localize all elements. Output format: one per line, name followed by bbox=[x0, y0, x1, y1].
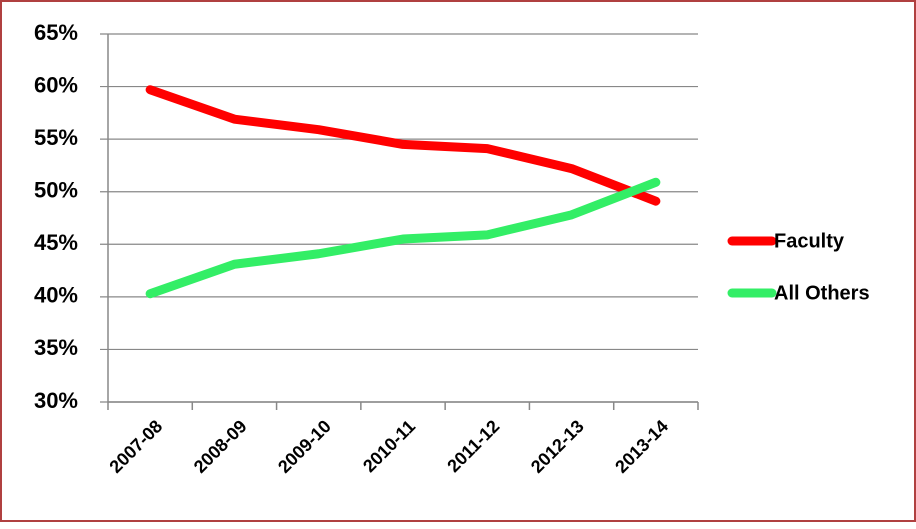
x-tick-label: 2008-09 bbox=[190, 416, 251, 477]
y-tick-label: 60% bbox=[34, 72, 78, 97]
y-tick-label: 40% bbox=[34, 283, 78, 308]
series-line bbox=[145, 85, 661, 206]
x-tick-label: 2009-10 bbox=[274, 416, 335, 477]
y-tick-label: 35% bbox=[34, 335, 78, 360]
x-tick-label: 2011-12 bbox=[443, 416, 503, 476]
legend-label: All Others bbox=[774, 282, 870, 304]
x-tick-label: 2010-11 bbox=[359, 416, 419, 476]
legend-label: Faculty bbox=[774, 230, 845, 252]
x-tick-label: 2007-08 bbox=[105, 416, 166, 477]
x-tick-label: 2013-14 bbox=[611, 416, 672, 477]
series-line bbox=[145, 177, 661, 299]
y-tick-label: 45% bbox=[34, 230, 78, 255]
y-tick-label: 50% bbox=[34, 178, 78, 203]
x-tick-label: 2012-13 bbox=[527, 416, 588, 477]
y-tick-label: 55% bbox=[34, 125, 78, 150]
y-tick-label: 65% bbox=[34, 20, 78, 45]
y-tick-label: 30% bbox=[34, 388, 78, 413]
